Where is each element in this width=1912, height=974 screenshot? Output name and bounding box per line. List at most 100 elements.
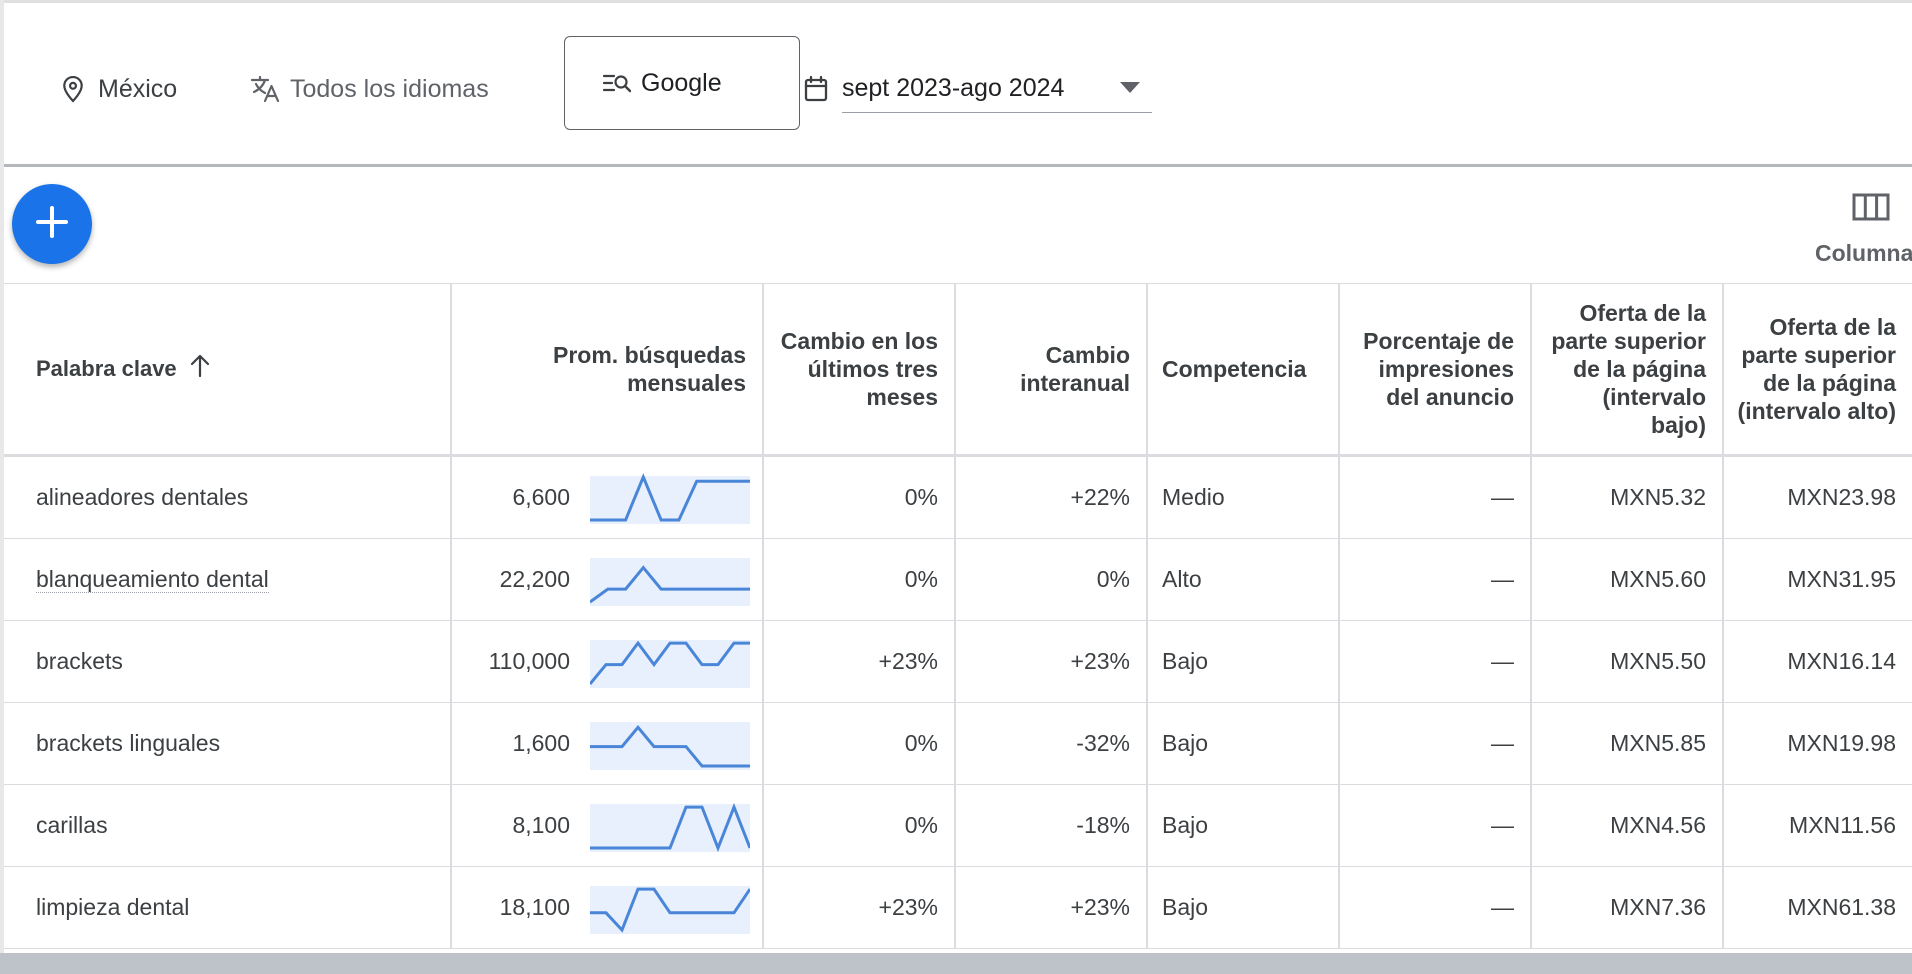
competition-cell: Alto [1162,566,1202,592]
network-filter[interactable]: Google [564,36,800,130]
competition-cell: Bajo [1162,894,1209,920]
keyword-text: limpieza dental [36,894,190,920]
volume-value: 6,600 [512,484,570,510]
column-divider [1530,785,1532,866]
translate-icon [250,74,282,104]
yoy-change-cell: +23% [1070,894,1130,920]
keyword-cell[interactable]: alineadores dentales [4,457,450,538]
column-divider [1146,703,1148,784]
volume-value: 22,200 [499,566,570,592]
bid-high-cell: MXN31.95 [1787,566,1896,592]
keyword-text: carillas [36,812,108,838]
add-keyword-button[interactable] [12,184,92,264]
column-divider [1338,703,1340,784]
volume-cell: 1,600 [450,703,762,784]
competition-cell: Bajo [1162,648,1209,674]
chevron-down-icon [1120,81,1140,94]
language-filter[interactable]: Todos los idiomas [250,67,489,111]
sparkline-area [590,558,750,606]
keyword-text: brackets [36,648,123,674]
column-divider [1338,457,1340,538]
bid-low-cell: MXN5.50 [1610,648,1706,674]
column-divider [762,703,764,784]
keyword-text: blanqueamiento dental [36,566,269,593]
table-row: limpieza dental 18,100 +23% +23% Bajo — … [4,867,1912,949]
column-divider [1530,539,1532,620]
header-top-bid-high[interactable]: Oferta de la parte superior de la página… [1737,314,1896,424]
column-divider [762,867,764,948]
column-divider [954,457,956,538]
bid-low-cell: MXN5.32 [1610,484,1706,510]
column-divider [450,457,452,538]
table-row: alineadores dentales 6,600 0% +22% Medio… [4,457,1912,539]
three-month-change-cell: 0% [904,566,938,592]
column-divider [954,867,956,948]
column-divider [762,457,764,538]
three-month-change-cell: +23% [878,894,938,920]
yoy-change-cell: -18% [1076,812,1130,838]
keyword-cell[interactable]: brackets [4,621,450,702]
column-divider [954,785,956,866]
column-divider [762,284,764,454]
three-month-change-cell: 0% [904,484,938,510]
competition-cell: Medio [1162,484,1225,510]
header-top-bid-low[interactable]: Oferta de la parte superior de la página… [1551,300,1706,438]
table-body: alineadores dentales 6,600 0% +22% Medio… [4,457,1912,949]
yoy-change-cell: -32% [1076,730,1130,756]
competition-cell: Bajo [1162,730,1209,756]
keyword-cell[interactable]: brackets linguales [4,703,450,784]
trend-sparkline [590,886,750,934]
column-divider [1722,867,1724,948]
date-range-filter[interactable]: sept 2023-ago 2024 [804,66,1152,113]
date-range-select[interactable]: sept 2023-ago 2024 [842,66,1152,113]
location-label: México [98,74,178,103]
table-row: blanqueamiento dental 22,200 0% 0% Alto … [4,539,1912,621]
columns-button[interactable]: Columnas [1814,190,1912,270]
trend-sparkline [590,473,750,524]
column-divider [1530,457,1532,538]
keyword-cell[interactable]: carillas [4,785,450,866]
sparkline-line [590,887,750,933]
column-divider [1146,785,1148,866]
column-divider [450,785,452,866]
header-avg-searches[interactable]: Prom. búsquedas mensuales [553,342,746,396]
impression-share-cell: — [1491,730,1514,756]
horizontal-scrollbar[interactable] [0,953,1912,974]
header-ad-impression-share[interactable]: Porcentaje de impresiones del anuncio [1363,328,1514,410]
yoy-change-cell: +22% [1070,484,1130,510]
sparkline-line [590,640,750,685]
column-divider [954,621,956,702]
top-border [0,0,1912,3]
volume-value: 8,100 [512,812,570,838]
keyword-cell[interactable]: blanqueamiento dental [4,539,450,620]
column-divider [1338,785,1340,866]
three-month-change-cell: 0% [904,730,938,756]
yoy-change-cell: +23% [1070,648,1130,674]
column-divider [1146,457,1148,538]
columns-icon [1852,192,1890,227]
header-competition[interactable]: Competencia [1162,356,1307,382]
volume-cell: 8,100 [450,785,762,866]
bid-high-cell: MXN23.98 [1787,484,1896,510]
header-keyword-label: Palabra clave [36,356,177,381]
column-divider [1722,785,1724,866]
column-divider [1722,284,1724,454]
column-divider [1338,284,1340,454]
search-list-icon [565,72,631,94]
header-yoy-change[interactable]: Cambio interanual [1020,342,1130,396]
header-three-month-change[interactable]: Cambio en los últimos tres meses [780,328,938,410]
sort-ascending-icon[interactable] [189,354,211,384]
header-keyword[interactable]: Palabra clave [4,284,450,454]
bid-high-cell: MXN61.38 [1787,894,1896,920]
impression-share-cell: — [1491,894,1514,920]
calendar-icon [804,75,828,103]
trend-sparkline [590,722,750,770]
impression-share-cell: — [1491,566,1514,592]
location-filter[interactable]: México [62,67,177,111]
filter-bar: México Todos los idiomas Google sept 202… [4,3,1912,167]
network-label: Google [641,68,722,97]
column-divider [1146,539,1148,620]
keyword-cell[interactable]: limpieza dental [4,867,450,948]
trend-sparkline [590,558,750,606]
location-pin-icon [62,75,84,103]
